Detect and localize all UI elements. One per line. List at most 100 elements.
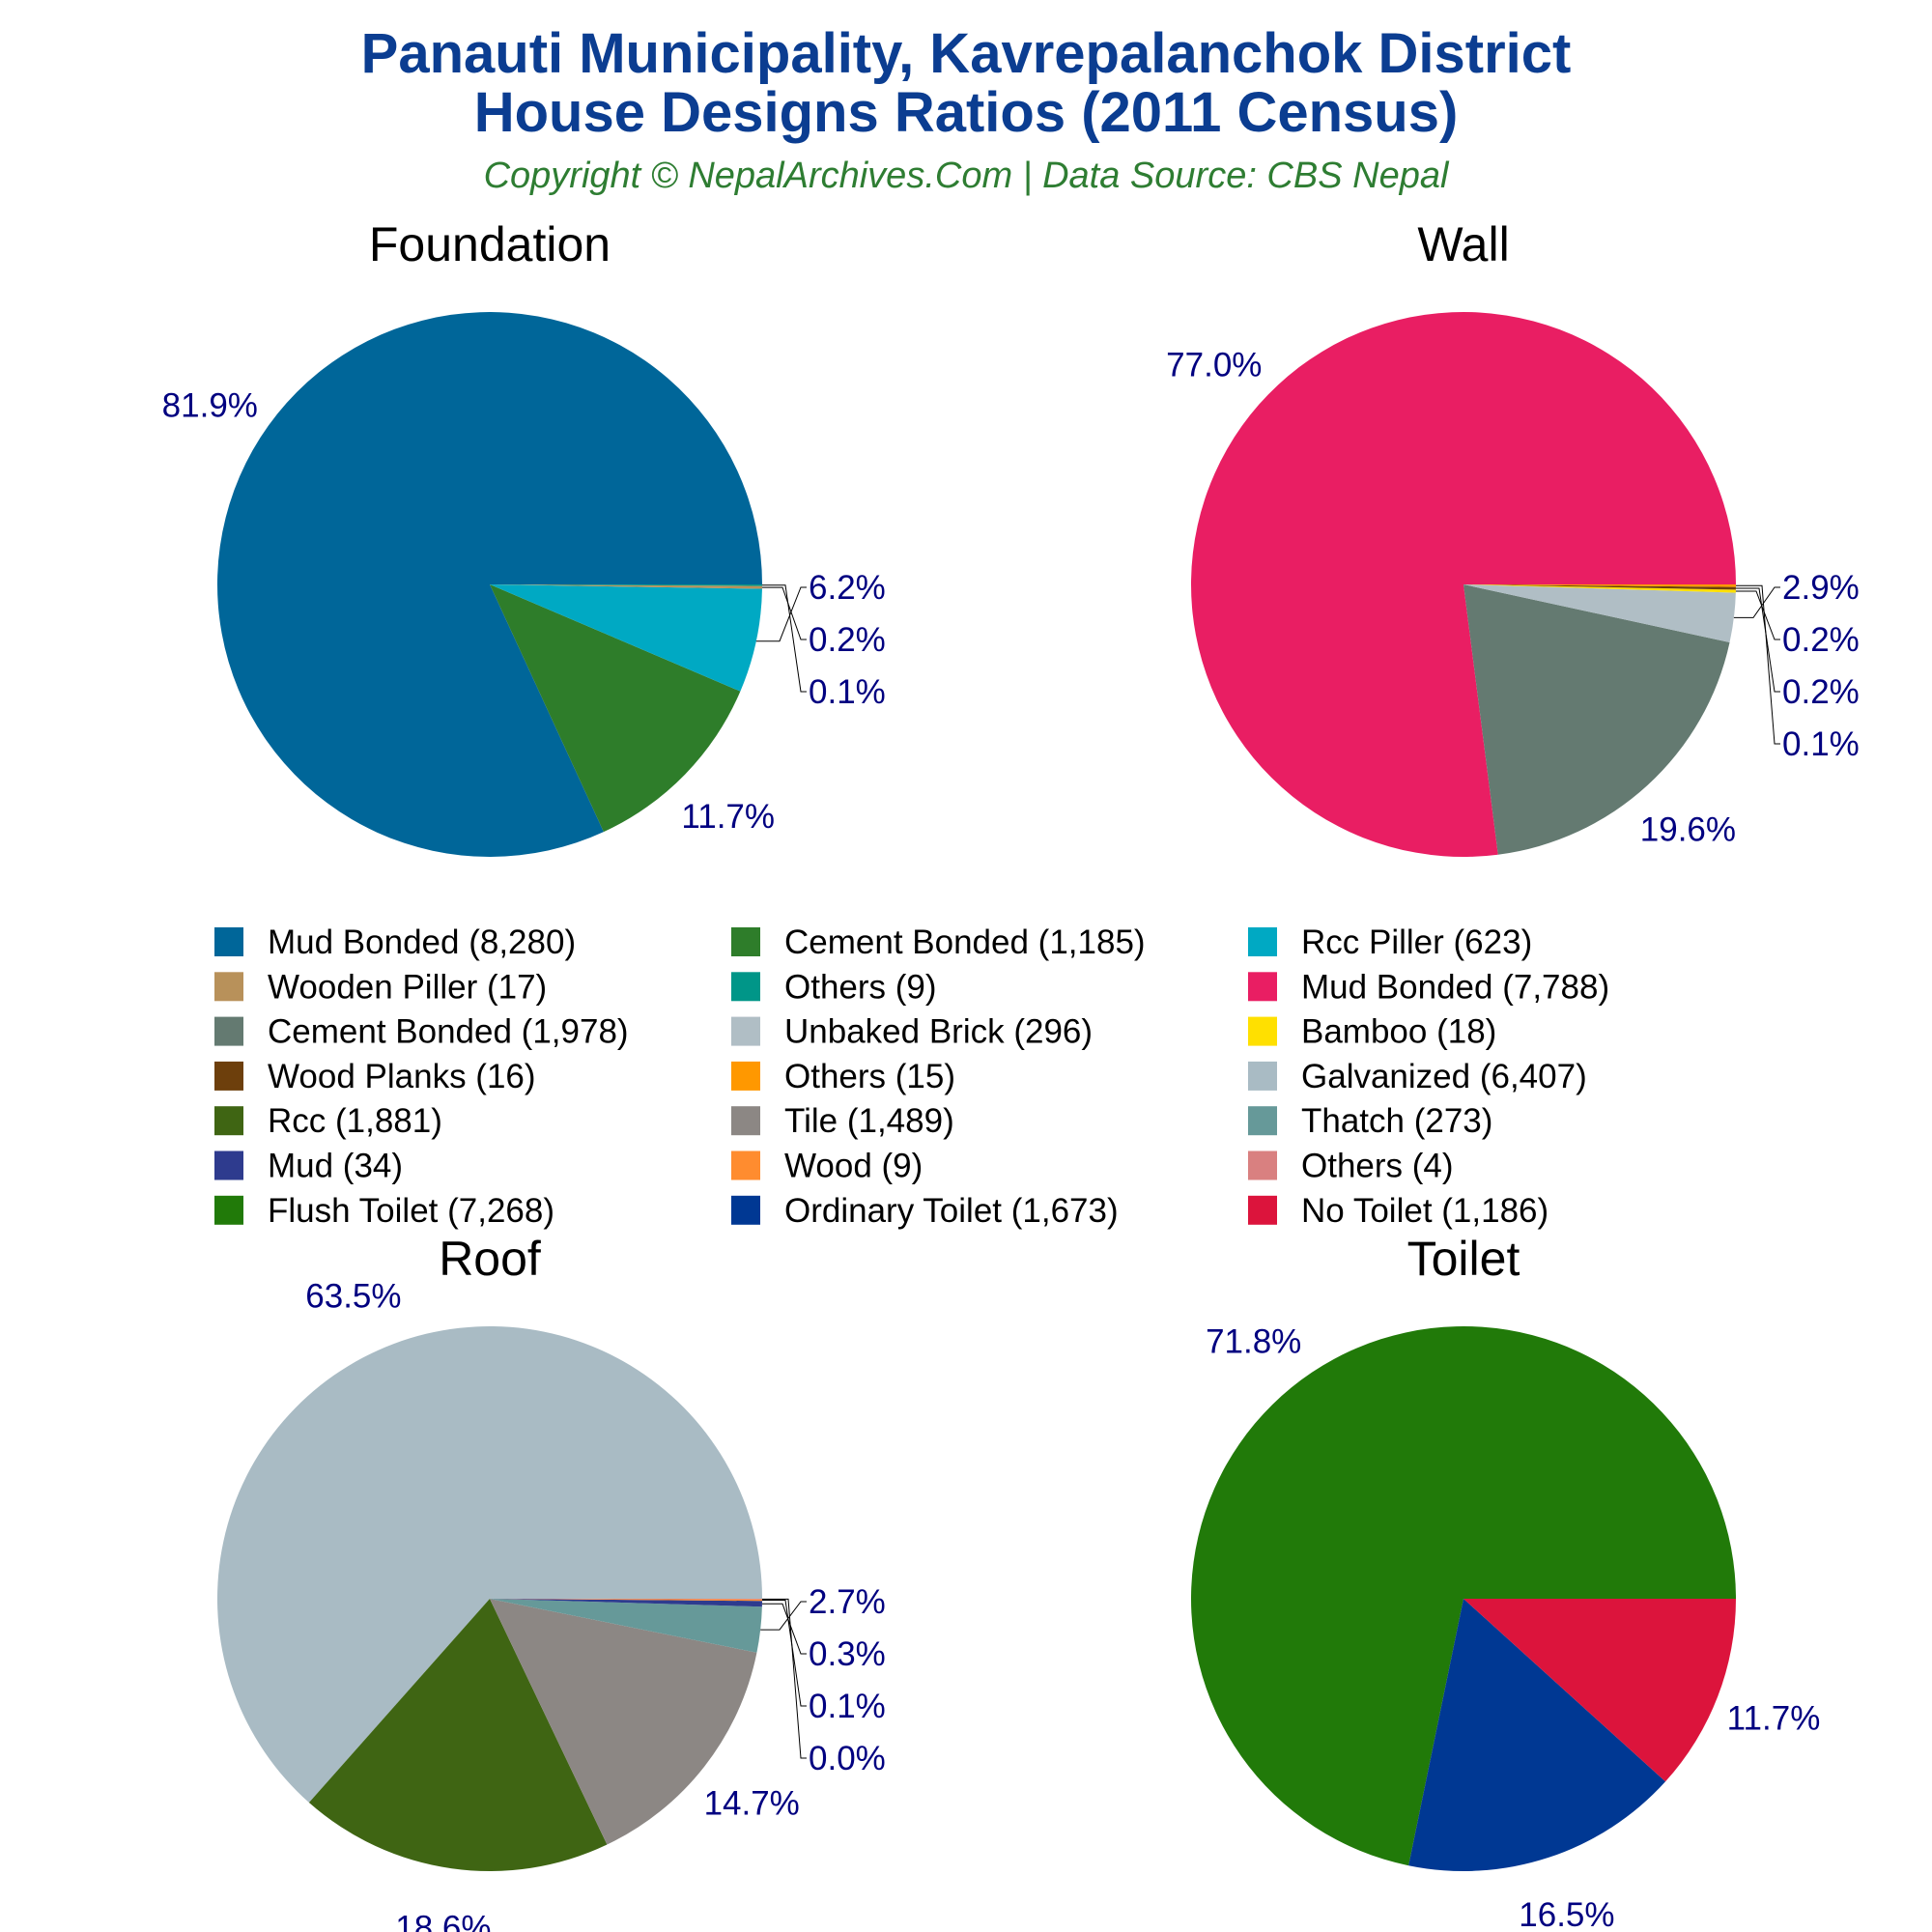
legend-label: Rcc (1,881)	[268, 1102, 442, 1140]
legend-label: Rcc Piller (623)	[1301, 923, 1532, 961]
legend-label: Tile (1,489)	[784, 1102, 954, 1140]
legend-item-wood-9: Wood (9)	[731, 1148, 923, 1185]
legend-item-others-4: Others (4)	[1248, 1148, 1454, 1185]
legend-label: Cement Bonded (1,185)	[784, 923, 1146, 961]
legend-label: Wood Planks (16)	[268, 1058, 536, 1095]
legend-item-no-toilet-1-186: No Toilet (1,186)	[1248, 1192, 1548, 1230]
legend-item-others-15: Others (15)	[731, 1058, 955, 1095]
pct-label-roof-rcc: 18.6%	[395, 1910, 491, 1932]
legend-swatch	[214, 1016, 243, 1046]
pct-label-wall-others: 0.1%	[1782, 725, 1860, 763]
pct-label-wall-cement-bonded: 19.6%	[1640, 811, 1736, 849]
pct-label-roof-thatch: 2.7%	[809, 1583, 886, 1621]
pie-title-wall: Wall	[1417, 217, 1509, 271]
legend-swatch	[731, 927, 760, 956]
pct-label-foundation-rcc-piller: 6.2%	[809, 569, 886, 607]
pie-slice-roof-mud	[490, 1599, 762, 1607]
legend: Mud Bonded (8,280) Cement Bonded (1,185) R…	[214, 923, 1609, 1230]
legend-label: Mud Bonded (7,788)	[1301, 968, 1609, 1006]
leader-line-wall-others	[1736, 584, 1780, 745]
pct-label-roof-wood: 0.1%	[809, 1688, 886, 1725]
legend-label: Unbaked Brick (296)	[784, 1013, 1093, 1051]
pie-slice-foundation-rcc-piller	[490, 584, 762, 692]
legend-label: Wood (9)	[784, 1148, 923, 1185]
legend-item-rcc-piller-623: Rcc Piller (623)	[1248, 923, 1532, 961]
pct-label-foundation-wooden-piller: 0.2%	[809, 621, 886, 659]
legend-swatch	[1248, 1106, 1277, 1136]
leader-line-roof-thatch	[760, 1601, 807, 1631]
pie-title-roof: Roof	[439, 1232, 541, 1286]
legend-label: No Toilet (1,186)	[1301, 1192, 1548, 1230]
pie-slice-toilet-no-toilet	[1463, 1599, 1737, 1782]
pie-slice-roof-tile	[490, 1599, 757, 1845]
pie-slice-wall-others	[1463, 584, 1736, 587]
legend-item-mud-bonded-7-788: Mud Bonded (7,788)	[1248, 968, 1609, 1006]
pct-label-toilet-no-toilet: 11.7%	[1727, 1700, 1821, 1738]
legend-label: Mud Bonded (8,280)	[268, 923, 576, 961]
legend-label: Flush Toilet (7,268)	[268, 1192, 554, 1230]
legend-item-galvanized-6-407: Galvanized (6,407)	[1248, 1058, 1587, 1095]
legend-swatch	[731, 1195, 760, 1225]
pct-label-wall-wood-planks: 0.2%	[1782, 673, 1860, 711]
pies-group: Foundation 81.9% 11.7% 0.1% 0.2% 6.2% Wall 77.0…	[162, 217, 1860, 1932]
legend-item-tile-1-489: Tile (1,489)	[731, 1102, 954, 1140]
legend-swatch	[214, 1061, 243, 1091]
pct-label-roof-tile: 14.7%	[704, 1785, 800, 1823]
pie-wall: Wall 77.0% 19.6% 0.1% 0.2% 0.2% 2.9%	[1166, 217, 1860, 857]
pct-label-roof-others: 0.0%	[809, 1740, 886, 1777]
pie-slice-toilet-ordinary-toilet	[1408, 1599, 1666, 1872]
legend-swatch	[1248, 1195, 1277, 1225]
pie-slice-roof-rcc	[308, 1599, 608, 1872]
legend-swatch	[214, 927, 243, 956]
legend-label: Others (15)	[784, 1058, 955, 1095]
pct-label-roof-mud: 0.3%	[809, 1635, 886, 1673]
leader-line-roof-others	[762, 1598, 807, 1759]
pct-label-wall-unbaked-brick: 2.9%	[1782, 569, 1860, 607]
legend-swatch	[731, 1106, 760, 1136]
pie-slice-roof-wood	[490, 1599, 762, 1602]
legend-label: Thatch (273)	[1301, 1102, 1492, 1140]
legend-swatch	[731, 1061, 760, 1091]
leader-line-roof-wood	[762, 1600, 807, 1707]
legend-swatch	[214, 1106, 243, 1136]
leader-line-wall-bamboo	[1735, 590, 1780, 640]
legend-label: Wooden Piller (17)	[268, 968, 547, 1006]
legend-swatch	[731, 1151, 760, 1180]
legend-item-others-9: Others (9)	[731, 968, 937, 1006]
pie-slice-foundation-others	[490, 584, 763, 586]
pie-title-foundation: Foundation	[369, 217, 611, 271]
pie-slice-wall-cement-bonded	[1463, 584, 1730, 855]
legend-label: Ordinary Toilet (1,673)	[784, 1192, 1119, 1230]
pct-label-foundation-others: 0.1%	[809, 673, 886, 711]
pct-label-toilet-ordinary-toilet: 16.5%	[1519, 1896, 1614, 1932]
legend-item-cement-bonded-1-185: Cement Bonded (1,185)	[731, 923, 1146, 961]
leader-line-foundation-others	[762, 584, 807, 693]
legend-swatch	[214, 1195, 243, 1225]
pct-label-wall-bamboo: 0.2%	[1782, 621, 1860, 659]
leader-line-wall-unbaked-brick	[1733, 586, 1780, 618]
pie-toilet: Toilet 71.8% 16.5% 11.7%	[1190, 1232, 1821, 1932]
legend-label: Others (9)	[784, 968, 937, 1006]
pct-label-toilet-flush-toilet: 71.8%	[1206, 1322, 1301, 1360]
pie-slice-wall-bamboo	[1463, 584, 1736, 593]
legend-label: Cement Bonded (1,978)	[268, 1013, 629, 1051]
legend-item-rcc-1-881: Rcc (1,881)	[214, 1102, 442, 1140]
pct-label-foundation-mud-bonded: 81.9%	[162, 387, 258, 425]
pie-slice-wall-wood-planks	[1463, 584, 1736, 590]
pie-title-toilet: Toilet	[1407, 1232, 1520, 1286]
chart-title-line2: House Designs Ratios (2011 Census)	[474, 81, 1459, 144]
legend-item-ordinary-toilet-1-673: Ordinary Toilet (1,673)	[731, 1192, 1119, 1230]
legend-item-wood-planks-16: Wood Planks (16)	[214, 1058, 536, 1095]
pie-slice-foundation-mud-bonded	[217, 312, 763, 858]
pct-label-wall-mud-bonded: 77.0%	[1166, 347, 1262, 384]
legend-label: Mud (34)	[268, 1148, 403, 1185]
legend-swatch	[214, 972, 243, 1002]
legend-swatch	[214, 1151, 243, 1180]
legend-item-thatch-273: Thatch (273)	[1248, 1102, 1492, 1140]
pie-slice-wall-unbaked-brick	[1463, 584, 1736, 642]
legend-item-bamboo-18: Bamboo (18)	[1248, 1013, 1496, 1051]
pie-slice-roof-thatch	[490, 1599, 762, 1653]
leader-line-foundation-wooden-piller	[762, 586, 807, 640]
legend-label: Bamboo (18)	[1301, 1013, 1496, 1051]
